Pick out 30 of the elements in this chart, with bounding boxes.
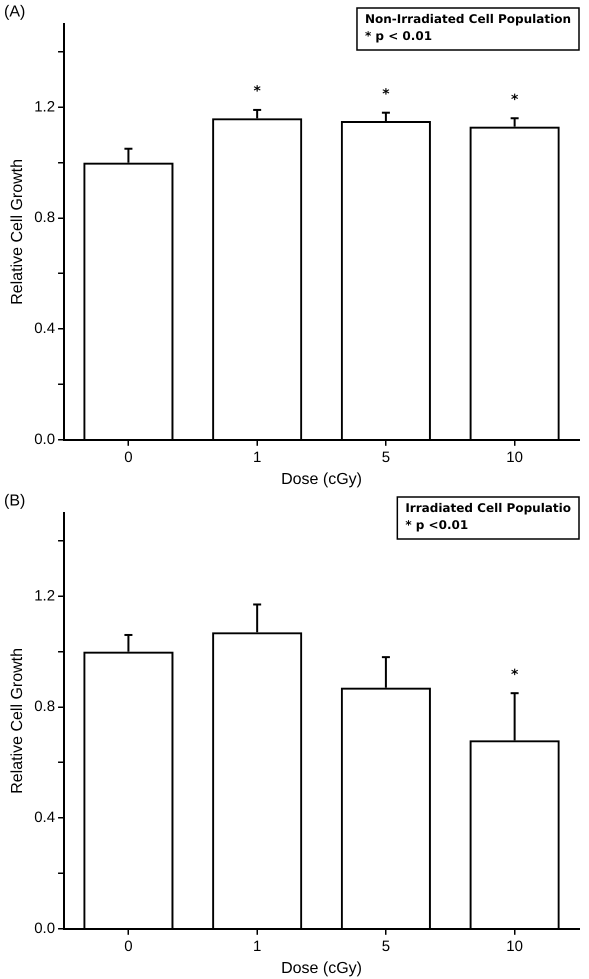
x-tick-label: 5	[382, 938, 390, 955]
y-tick-label: 0.0	[34, 920, 56, 937]
y-tick-label: 1.2	[34, 98, 56, 116]
annotation: *	[253, 84, 262, 100]
y-tick-label: 0.8	[34, 698, 56, 716]
chart-title: (A)	[4, 3, 26, 20]
x-tick-label: 10	[506, 938, 523, 955]
annotation: *	[510, 666, 519, 683]
x-tick-label: 0	[124, 448, 133, 466]
annotation: Irradiated Cell Populatio	[405, 501, 572, 516]
y-tick-label: 1.2	[34, 587, 56, 604]
y-tick-label: 0.8	[34, 209, 56, 226]
y-tick-label: 0.4	[34, 320, 56, 338]
x-tick-label: 5	[382, 448, 390, 466]
x-axis-title: Dose (cGy)	[281, 960, 362, 977]
annotation: *	[382, 86, 390, 102]
y-axis-title: Relative Cell Growth	[9, 158, 26, 305]
annotation: * p <0.01	[405, 518, 468, 532]
annotation: * p < 0.01	[364, 29, 432, 44]
annotation: Non-Irradiated Cell Population	[364, 12, 572, 26]
annotation: *	[510, 92, 519, 108]
x-tick-label: 1	[252, 448, 262, 466]
y-tick-label: 0.0	[34, 430, 56, 448]
y-axis-title: Relative Cell Growth	[9, 648, 26, 794]
chart-title: (B)	[4, 492, 26, 510]
x-tick-label: 0	[124, 938, 133, 955]
x-tick-label: 10	[506, 448, 523, 466]
x-tick-label: 1	[252, 938, 262, 955]
x-axis-title: Dose (cGy)	[281, 470, 362, 488]
y-tick-label: 0.4	[34, 809, 56, 826]
